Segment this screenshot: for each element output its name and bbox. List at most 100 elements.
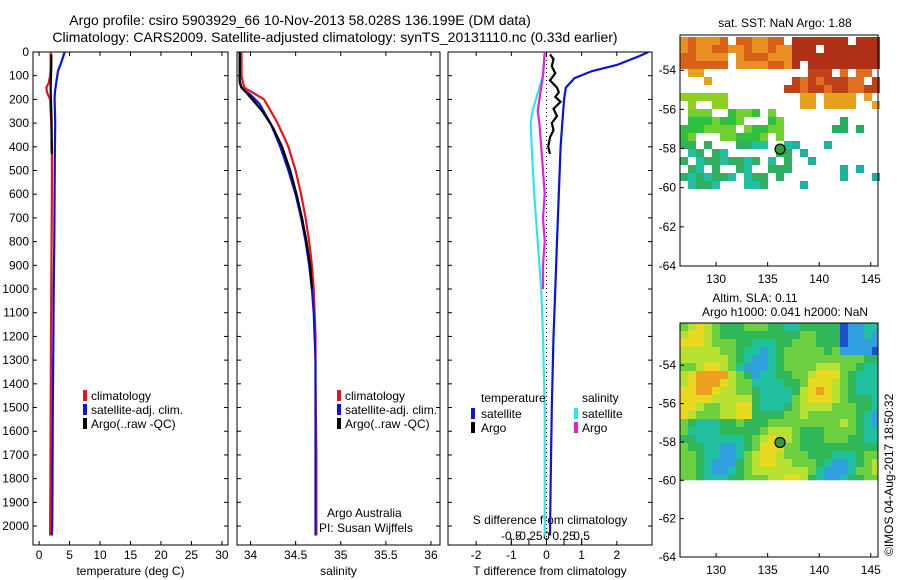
map-cell — [840, 403, 848, 411]
map-cell — [760, 363, 768, 371]
map-cell — [864, 467, 872, 475]
map-cell — [816, 339, 824, 347]
map-cell — [688, 395, 696, 403]
map-cell — [688, 133, 696, 141]
map-cell — [864, 93, 872, 101]
map-cell — [712, 371, 720, 379]
map-cell — [704, 181, 712, 189]
map-cell — [760, 451, 768, 459]
map-cell — [760, 379, 768, 387]
y-tick-label: 0 — [22, 45, 29, 59]
map-cell — [736, 419, 744, 427]
map-cell — [800, 181, 808, 189]
map-cell — [696, 45, 704, 53]
map-cell — [840, 395, 848, 403]
map-cell — [720, 339, 728, 347]
sla-map-title-line1: Altim. SLA: 0.11 — [712, 291, 798, 305]
map-cell — [784, 331, 792, 339]
map-cell — [696, 387, 704, 395]
map-cell — [856, 411, 864, 419]
map-cell — [848, 331, 856, 339]
map-cell — [688, 117, 696, 125]
map-cell — [760, 443, 768, 451]
map-cell — [792, 61, 800, 69]
map-cell — [848, 411, 856, 419]
map-cell — [840, 125, 848, 133]
map-cell — [824, 395, 832, 403]
map-cell — [856, 77, 864, 85]
map-cell — [808, 69, 816, 77]
map-cell — [792, 443, 800, 451]
y-tick-label: -64 — [659, 550, 677, 564]
map-cell — [752, 347, 760, 355]
map-cell — [872, 395, 878, 403]
y-tick-label: 1600 — [2, 424, 29, 438]
map-cell — [792, 77, 800, 85]
map-cell — [776, 475, 784, 481]
map-cell — [776, 419, 784, 427]
map-cell — [760, 53, 768, 61]
map-cell — [744, 467, 752, 475]
map-cell — [872, 451, 878, 459]
map-cell — [768, 157, 776, 165]
map-cell — [840, 427, 848, 435]
map-cell — [712, 467, 720, 475]
figure-title-line2: Climatology: CARS2009. Satellite-adjuste… — [52, 29, 618, 45]
map-cell — [680, 45, 688, 53]
map-cell — [864, 427, 872, 435]
map-cell — [872, 363, 878, 371]
map-cell — [752, 427, 760, 435]
map-cell — [800, 475, 808, 481]
map-cell — [840, 45, 848, 53]
map-cell — [736, 165, 744, 173]
map-cell — [816, 69, 824, 77]
map-cell — [872, 459, 878, 467]
map-cell — [720, 475, 728, 481]
map-cell — [768, 443, 776, 451]
x-tick-label: 135 — [758, 563, 778, 577]
y-tick-label: 400 — [9, 140, 29, 154]
map-cell — [816, 475, 824, 481]
y-tick-label: -54 — [659, 358, 677, 372]
map-cell — [824, 37, 832, 45]
map-cell — [728, 411, 736, 419]
map-cell — [760, 387, 768, 395]
map-cell — [856, 363, 864, 371]
x-tick-label: 0 — [543, 548, 550, 562]
map-cell — [840, 355, 848, 363]
y-tick-label: -60 — [659, 181, 677, 195]
map-cell — [872, 435, 878, 443]
map-cell — [760, 459, 768, 467]
map-cell — [752, 109, 760, 117]
map-cell — [856, 339, 864, 347]
map-cell — [784, 149, 792, 157]
y-tick-label: 2000 — [2, 519, 29, 533]
map-cell — [736, 323, 744, 331]
map-cell — [832, 323, 840, 331]
map-cell — [696, 181, 704, 189]
map-cell — [864, 395, 872, 403]
map-cell — [720, 371, 728, 379]
map-cell — [872, 467, 878, 475]
map-cell — [688, 45, 696, 53]
map-cell — [784, 459, 792, 467]
map-cell — [720, 37, 728, 45]
map-cell — [768, 427, 776, 435]
map-cell — [728, 45, 736, 53]
map-cell — [856, 467, 864, 475]
map-cell — [848, 427, 856, 435]
x-tick-label: 35.5 — [374, 548, 398, 562]
map-cell — [704, 355, 712, 363]
map-cell — [696, 475, 704, 481]
map-cell — [872, 173, 880, 181]
map-cell — [808, 379, 816, 387]
argo-australia-label: Argo Australia — [327, 506, 402, 520]
map-cell — [744, 387, 752, 395]
map-cell — [696, 419, 704, 427]
map-cell — [688, 363, 696, 371]
map-cell — [816, 395, 824, 403]
map-cell — [792, 141, 800, 149]
map-cell — [696, 403, 704, 411]
map-cell — [688, 173, 696, 181]
map-cell — [768, 475, 776, 481]
